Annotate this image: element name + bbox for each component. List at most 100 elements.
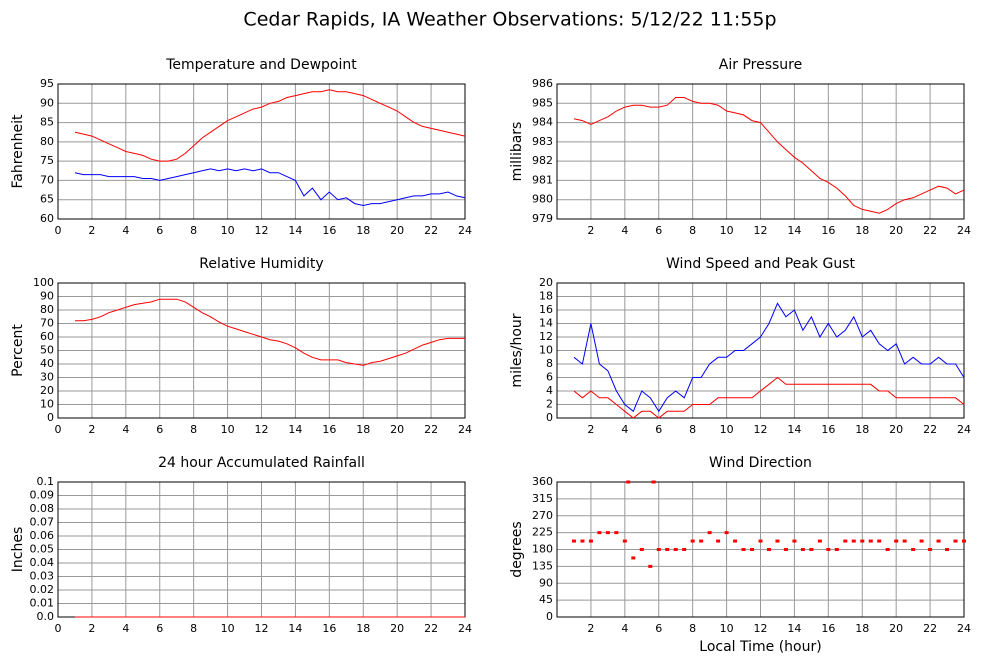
y-tick-label: 14 <box>539 317 553 330</box>
x-tick-label: 4 <box>621 423 628 436</box>
plot-border <box>57 83 466 220</box>
y-tick-label: 10 <box>40 398 54 411</box>
y-tick-label: 60 <box>40 212 54 225</box>
x-tick-label: 12 <box>255 224 269 237</box>
y-tick-label: 315 <box>532 492 553 505</box>
data-point <box>651 480 656 484</box>
y-tick-label: 0 <box>546 610 553 623</box>
x-tick-label: 24 <box>957 224 971 237</box>
y-tick-label: 75 <box>40 154 54 167</box>
y-axis-label: millibars <box>509 122 525 182</box>
y-tick-label: 40 <box>40 357 54 370</box>
y-tick-label: 985 <box>532 96 553 109</box>
x-tick-label: 10 <box>221 622 235 635</box>
y-tick-label: 45 <box>539 593 553 606</box>
data-line <box>75 298 465 366</box>
data-point <box>936 539 941 543</box>
data-point <box>894 539 899 543</box>
x-tick-label: 6 <box>156 423 163 436</box>
data-point <box>626 480 631 484</box>
data-point <box>928 548 933 551</box>
x-tick-label: 16 <box>821 423 835 436</box>
y-axis-label: degrees <box>509 521 525 577</box>
data-point <box>775 539 780 543</box>
x-tick-label: 18 <box>356 224 370 237</box>
y-axis-label: Fahrenheit <box>10 114 26 189</box>
data-line <box>573 302 965 413</box>
data-point <box>962 539 966 543</box>
y-tick-label: 8 <box>546 357 553 370</box>
data-point <box>877 539 882 543</box>
x-tick-label: 4 <box>122 423 129 436</box>
x-tick-label: 22 <box>424 224 438 237</box>
y-tick-label: 981 <box>532 173 553 186</box>
y-tick-label: 0.06 <box>30 529 55 542</box>
data-point <box>750 548 755 551</box>
data-point <box>843 539 848 543</box>
data-point <box>699 539 704 543</box>
page-title: Cedar Rapids, IA Weather Observations: 5… <box>243 9 776 31</box>
x-tick-label: 6 <box>156 224 163 237</box>
x-tick-label: 14 <box>787 622 801 635</box>
x-tick-label: 4 <box>122 224 129 237</box>
data-point <box>902 539 907 543</box>
data-point <box>588 539 593 543</box>
x-tick-label: 18 <box>356 622 370 635</box>
y-tick-label: 0 <box>546 411 553 424</box>
data-point <box>707 531 712 535</box>
y-tick-label: 20 <box>539 276 553 289</box>
y-tick-label: 80 <box>40 135 54 148</box>
y-tick-label: 90 <box>40 96 54 109</box>
x-tick-label: 10 <box>720 622 734 635</box>
x-tick-label: 2 <box>88 224 95 237</box>
y-tick-label: 0.05 <box>30 543 55 556</box>
panel-title: Temperature and Dewpoint <box>165 57 357 73</box>
x-tick-label: 18 <box>356 423 370 436</box>
data-line <box>74 168 466 207</box>
x-tick-label: 10 <box>221 423 235 436</box>
data-line <box>573 376 965 419</box>
y-tick-label: 90 <box>539 576 553 589</box>
x-tick-label: 24 <box>957 423 971 436</box>
y-tick-label: 16 <box>539 303 553 316</box>
x-tick-label: 8 <box>689 622 696 635</box>
data-point <box>639 548 644 551</box>
x-tick-label: 6 <box>655 224 662 237</box>
data-point <box>885 548 890 551</box>
y-tick-label: 360 <box>532 475 553 488</box>
x-tick-label: 22 <box>923 622 937 635</box>
x-tick-label: 24 <box>458 224 472 237</box>
y-tick-label: 0.09 <box>30 489 55 502</box>
x-tick-label: 4 <box>122 622 129 635</box>
data-point <box>860 539 865 543</box>
x-tick-label: 10 <box>720 423 734 436</box>
y-tick-label: 0.03 <box>30 570 55 583</box>
x-tick-label: 6 <box>655 622 662 635</box>
x-tick-label: 22 <box>424 423 438 436</box>
y-tick-label: 986 <box>532 77 553 90</box>
y-axis-label: Inches <box>10 527 26 572</box>
x-tick-label: 24 <box>957 622 971 635</box>
data-point <box>945 548 950 551</box>
y-tick-label: 180 <box>532 543 553 556</box>
x-axis-label: Local Time (hour) <box>699 639 821 655</box>
data-point <box>792 539 797 543</box>
y-tick-label: 100 <box>33 276 54 289</box>
x-tick-label: 18 <box>855 224 869 237</box>
data-point <box>834 548 839 551</box>
y-tick-label: 0.1 <box>37 475 55 488</box>
data-point <box>868 539 873 543</box>
panel-title: Relative Humidity <box>199 256 323 272</box>
data-point <box>724 531 729 535</box>
data-point <box>580 539 585 543</box>
data-point <box>605 531 610 535</box>
x-tick-label: 14 <box>787 423 801 436</box>
y-tick-label: 0.01 <box>30 597 55 610</box>
data-point <box>622 539 627 543</box>
y-tick-label: 0.07 <box>30 516 55 529</box>
x-tick-label: 20 <box>390 224 404 237</box>
x-tick-label: 0 <box>55 224 62 237</box>
x-tick-label: 10 <box>221 224 235 237</box>
plot-border <box>556 481 965 618</box>
